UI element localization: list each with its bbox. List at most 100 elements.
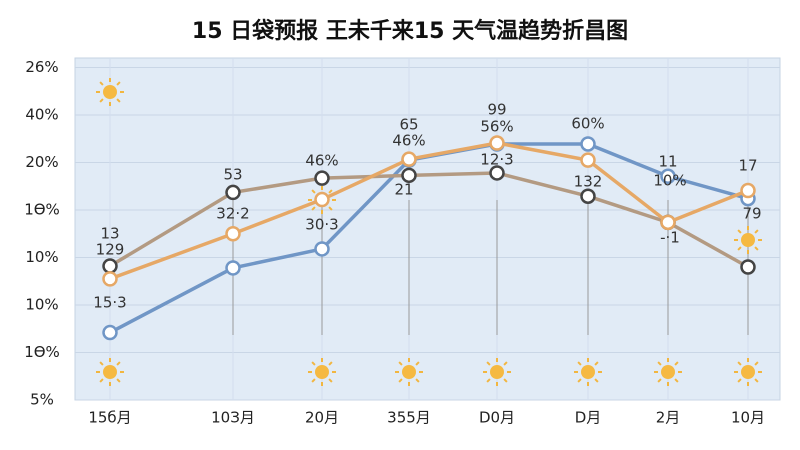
data-point xyxy=(580,188,596,204)
data-point xyxy=(102,271,118,287)
sun-ray xyxy=(116,81,121,86)
annotation: 12·3 xyxy=(480,151,513,169)
data-point xyxy=(314,241,330,257)
sun-ray xyxy=(116,378,121,383)
data-point xyxy=(102,258,118,274)
x-tick-label: 355月 xyxy=(387,409,431,427)
annotation: 65 xyxy=(399,116,418,134)
sun-ray xyxy=(328,378,333,383)
annotation: 17 xyxy=(738,157,757,175)
series-line xyxy=(109,141,749,281)
annotation: 53 xyxy=(223,166,242,184)
sun-ray xyxy=(99,81,104,86)
annotation: 132 xyxy=(574,173,603,191)
data-point xyxy=(489,135,505,151)
sun-ray xyxy=(311,378,316,383)
annotation: 15·3 xyxy=(93,294,126,312)
data-point xyxy=(489,165,505,181)
sun-icon xyxy=(581,365,595,379)
sun-icon xyxy=(402,365,416,379)
sun-icon xyxy=(315,365,329,379)
sun-ray xyxy=(486,378,491,383)
data-point xyxy=(580,136,596,152)
data-point xyxy=(740,182,756,199)
data-point xyxy=(401,167,417,184)
data-point xyxy=(740,259,756,275)
x-tick-label: D月 xyxy=(575,409,602,427)
sun-icon xyxy=(661,365,675,379)
data-point xyxy=(225,260,241,276)
sun-ray xyxy=(737,378,742,383)
data-point xyxy=(314,191,330,208)
annotation: 13 xyxy=(100,225,119,243)
annotation: 30·3 xyxy=(305,216,338,234)
x-tick-label: D0月 xyxy=(479,409,515,427)
sun-ray xyxy=(99,378,104,383)
sun-ray xyxy=(311,189,316,194)
sun-icon xyxy=(103,85,117,99)
y-tick-label: 1Ѳ% xyxy=(24,343,60,361)
x-tick-label: 10З月 xyxy=(211,409,255,427)
annotation: 10% xyxy=(653,172,686,190)
sun-ray xyxy=(398,361,403,366)
sun-ray xyxy=(99,361,104,366)
y-tick-label: 1Ѳ% xyxy=(24,201,60,219)
sun-ray xyxy=(594,378,599,383)
sun-ray xyxy=(754,229,759,234)
annotation: 99 xyxy=(487,101,506,119)
sun-icon xyxy=(741,233,755,247)
sun-ray xyxy=(754,246,759,251)
data-point xyxy=(314,170,330,186)
sun-ray xyxy=(116,98,121,103)
sun-ray xyxy=(328,206,333,211)
sun-ray xyxy=(503,361,508,366)
sun-ray xyxy=(737,246,742,251)
data-point xyxy=(225,184,241,201)
y-tick-label: 10% xyxy=(25,248,58,266)
sun-icon xyxy=(103,365,117,379)
sun-ray xyxy=(415,378,420,383)
y-tick-label: 40% xyxy=(25,106,58,124)
sun-ray xyxy=(503,378,508,383)
sun-ray xyxy=(311,206,316,211)
y-tick-label: 5% xyxy=(30,391,54,409)
sun-ray xyxy=(311,361,316,366)
sun-icon xyxy=(490,365,504,379)
data-point xyxy=(580,152,596,168)
y-tick-label: 26% xyxy=(25,58,58,76)
sun-ray xyxy=(737,229,742,234)
sun-ray xyxy=(328,361,333,366)
sun-ray xyxy=(754,361,759,366)
data-point xyxy=(660,168,676,185)
annotation: -·1 xyxy=(660,229,680,247)
data-point xyxy=(401,151,417,167)
data-point xyxy=(660,214,676,231)
sun-ray xyxy=(754,378,759,383)
x-tick-label: 20月 xyxy=(305,409,339,427)
sun-ray xyxy=(577,378,582,383)
sun-ray xyxy=(415,361,420,366)
sun-ray xyxy=(486,361,491,366)
annotation: 11 xyxy=(658,153,677,171)
sun-ray xyxy=(398,378,403,383)
annotation: 79 xyxy=(742,205,761,223)
sun-ray xyxy=(99,98,104,103)
sun-icon xyxy=(741,365,755,379)
annotation: 46% xyxy=(305,152,338,170)
sun-ray xyxy=(674,378,679,383)
sun-ray xyxy=(674,361,679,366)
chart-title: 15 日袋预报 王未千来15 天气温趋势折昌图 xyxy=(192,18,628,44)
sun-ray xyxy=(737,361,742,366)
data-point xyxy=(102,324,118,341)
data-point xyxy=(225,226,241,242)
x-tick-label: 10月 xyxy=(731,409,765,427)
annotation: 46% xyxy=(392,132,425,150)
sun-ray xyxy=(594,361,599,366)
annotation: 32·2 xyxy=(216,205,249,223)
x-tick-label: 2月 xyxy=(656,409,681,427)
annotation: 56% xyxy=(480,118,513,136)
sun-ray xyxy=(657,361,662,366)
y-tick-label: 10% xyxy=(25,296,58,314)
sun-ray xyxy=(577,361,582,366)
annotation: 129 xyxy=(96,241,125,259)
